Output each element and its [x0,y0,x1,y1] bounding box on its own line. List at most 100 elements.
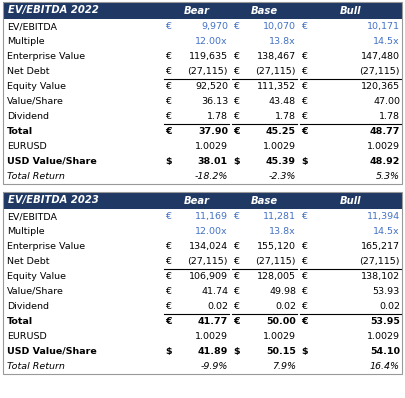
Text: €: € [233,67,239,76]
Bar [3,224,402,239]
Text: Total: Total [7,317,33,326]
Text: €: € [301,127,308,136]
Text: €: € [233,212,239,221]
Text: 1.0029: 1.0029 [195,142,228,151]
Bar [3,79,402,94]
Bar [3,239,402,254]
Text: 1.0029: 1.0029 [263,332,296,341]
Text: 134,024: 134,024 [189,242,228,251]
Text: €: € [165,97,171,106]
Text: €: € [165,317,172,326]
Text: 1.0029: 1.0029 [367,142,400,151]
Text: 36.13: 36.13 [201,97,228,106]
Text: -9.9%: -9.9% [200,362,228,371]
Text: -2.3%: -2.3% [269,172,296,181]
Text: €: € [233,22,239,31]
Text: €: € [301,242,307,251]
Text: $: $ [233,347,240,356]
Text: 165,217: 165,217 [361,242,400,251]
Text: 1.78: 1.78 [275,112,296,121]
Text: $: $ [301,347,308,356]
Text: 0.02: 0.02 [379,302,400,311]
Text: Multiple: Multiple [7,37,45,46]
Text: 45.25: 45.25 [266,127,296,136]
Text: 48.77: 48.77 [370,127,400,136]
Text: €: € [301,287,307,296]
Text: Multiple: Multiple [7,227,45,236]
Text: Bear: Bear [183,6,209,16]
Text: 48.92: 48.92 [370,157,400,166]
Text: €: € [301,97,307,106]
Text: 41.89: 41.89 [198,347,228,356]
Text: 38.01: 38.01 [198,157,228,166]
Text: 120,365: 120,365 [361,82,400,91]
Text: (27,115): (27,115) [256,257,296,266]
Bar [3,19,402,34]
Text: 41.77: 41.77 [198,317,228,326]
Text: 13.8x: 13.8x [269,227,296,236]
Text: €: € [165,127,172,136]
Text: 11,394: 11,394 [367,212,400,221]
Bar [3,109,402,124]
Text: 1.0029: 1.0029 [367,332,400,341]
Text: (27,115): (27,115) [188,257,228,266]
Text: EV/EBITDA: EV/EBITDA [7,212,57,221]
Text: Base: Base [251,195,278,205]
Text: 53.93: 53.93 [373,287,400,296]
Text: €: € [301,22,307,31]
Text: 14.5x: 14.5x [373,37,400,46]
Text: 1.0029: 1.0029 [263,142,296,151]
Bar [3,94,402,109]
Text: Net Debt: Net Debt [7,67,49,76]
Text: Enterprise Value: Enterprise Value [7,242,85,251]
Text: -18.2%: -18.2% [195,172,228,181]
Text: Equity Value: Equity Value [7,272,66,281]
Bar [3,49,402,64]
Text: Enterprise Value: Enterprise Value [7,52,85,61]
Text: Bear: Bear [183,195,209,205]
Text: €: € [233,82,239,91]
Text: (27,115): (27,115) [360,257,400,266]
Bar [3,344,402,359]
Bar [3,209,402,224]
Text: 7.9%: 7.9% [272,362,296,371]
Text: (27,115): (27,115) [188,67,228,76]
Text: 43.48: 43.48 [269,97,296,106]
Text: Dividend: Dividend [7,302,49,311]
Bar [3,359,402,374]
Text: EURUSD: EURUSD [7,142,47,151]
Text: €: € [233,242,239,251]
Bar [3,2,402,19]
Text: 1.78: 1.78 [207,112,228,121]
Bar [3,139,402,154]
Text: €: € [233,127,240,136]
Text: €: € [165,257,171,266]
Text: 45.39: 45.39 [266,157,296,166]
Text: €: € [233,302,239,311]
Bar [3,64,402,79]
Text: 53.95: 53.95 [370,317,400,326]
Text: 138,467: 138,467 [257,52,296,61]
Text: €: € [165,212,171,221]
Text: €: € [233,317,240,326]
Text: Value/Share: Value/Share [7,287,64,296]
Text: EV/EBITDA 2022: EV/EBITDA 2022 [8,6,99,16]
Text: EURUSD: EURUSD [7,332,47,341]
Text: €: € [165,272,171,281]
Text: €: € [165,287,171,296]
Bar [3,299,402,314]
Text: USD Value/Share: USD Value/Share [7,157,97,166]
Text: €: € [301,257,307,266]
Text: 1.78: 1.78 [379,112,400,121]
Text: 11,169: 11,169 [195,212,228,221]
Text: 13.8x: 13.8x [269,37,296,46]
Text: €: € [233,52,239,61]
Text: 9,970: 9,970 [201,22,228,31]
Text: €: € [233,272,239,281]
Bar [3,154,402,169]
Text: €: € [165,22,171,31]
Text: (27,115): (27,115) [256,67,296,76]
Bar [3,329,402,344]
Text: 0.02: 0.02 [275,302,296,311]
Bar [3,169,402,184]
